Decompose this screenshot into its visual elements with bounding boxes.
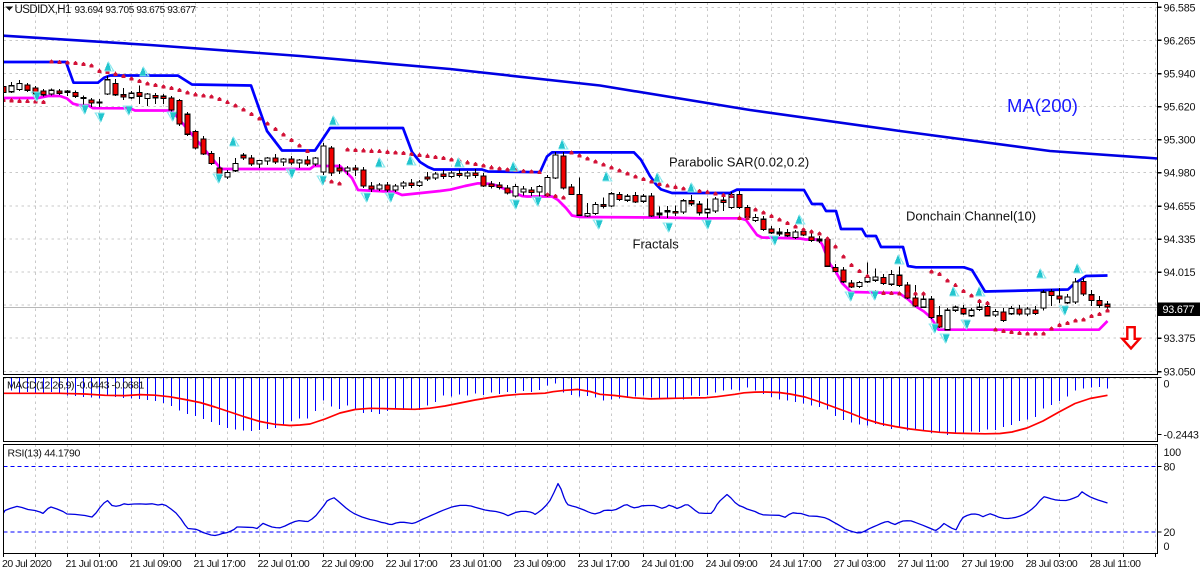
svg-text:Donchain Channel(10): Donchain Channel(10) [906,209,1036,224]
svg-text:24 Jul 01:00: 24 Jul 01:00 [642,558,694,570]
svg-text:23 Jul 01:00: 23 Jul 01:00 [450,558,502,570]
svg-text:22 Jul 09:00: 22 Jul 09:00 [322,558,374,570]
svg-text:94.655: 94.655 [1164,201,1196,213]
svg-text:93.694 93.705 93.675 93.677: 93.694 93.705 93.675 93.677 [75,5,197,16]
svg-text:20: 20 [1164,527,1176,539]
svg-text:95.940: 95.940 [1164,69,1196,81]
svg-text:0: 0 [1164,541,1170,553]
svg-text:21 Jul 01:00: 21 Jul 01:00 [66,558,118,570]
svg-text:MACD(12,26,9) -0.0443 -0.0681: MACD(12,26,9) -0.0443 -0.0681 [7,380,145,392]
svg-text:23 Jul 09:00: 23 Jul 09:00 [514,558,566,570]
svg-text:93.375: 93.375 [1164,333,1196,345]
svg-text:28 Jul 11:00: 28 Jul 11:00 [1090,558,1142,570]
svg-text:0: 0 [1164,379,1170,391]
svg-text:27 Jul 03:00: 27 Jul 03:00 [834,558,886,570]
svg-text:93.050: 93.050 [1164,367,1196,379]
svg-text:Fractals: Fractals [633,237,680,252]
svg-text:100: 100 [1164,447,1182,459]
svg-text:93.677: 93.677 [1163,304,1195,316]
svg-text:94.335: 94.335 [1164,234,1196,246]
svg-text:95.300: 95.300 [1164,135,1196,147]
svg-text:24 Jul 17:00: 24 Jul 17:00 [770,558,822,570]
svg-text:94.015: 94.015 [1164,267,1196,279]
svg-text:94.980: 94.980 [1164,168,1196,180]
svg-text:20 Jul 2020: 20 Jul 2020 [2,558,52,570]
svg-text:95.620: 95.620 [1164,102,1196,114]
svg-text:USDIDX,H1: USDIDX,H1 [15,4,72,16]
svg-text:23 Jul 17:00: 23 Jul 17:00 [578,558,630,570]
svg-text:96.265: 96.265 [1164,35,1196,47]
svg-text:80: 80 [1164,462,1176,474]
svg-text:96.585: 96.585 [1164,2,1196,14]
svg-text:27 Jul 19:00: 27 Jul 19:00 [962,558,1014,570]
svg-text:22 Jul 01:00: 22 Jul 01:00 [258,558,310,570]
svg-text:27 Jul 11:00: 27 Jul 11:00 [898,558,950,570]
svg-text:21 Jul 17:00: 21 Jul 17:00 [194,558,246,570]
svg-text:MA(200): MA(200) [1007,95,1078,116]
svg-text:22 Jul 17:00: 22 Jul 17:00 [386,558,438,570]
svg-text:21 Jul 09:00: 21 Jul 09:00 [130,558,182,570]
svg-text:28 Jul 03:00: 28 Jul 03:00 [1026,558,1078,570]
svg-text:Parabolic SAR(0.02,0.2): Parabolic SAR(0.02,0.2) [669,155,809,170]
svg-text:-0.2443: -0.2443 [1164,430,1199,442]
svg-text:RSI(13) 44.1790: RSI(13) 44.1790 [8,448,81,460]
svg-text:24 Jul 09:00: 24 Jul 09:00 [706,558,758,570]
